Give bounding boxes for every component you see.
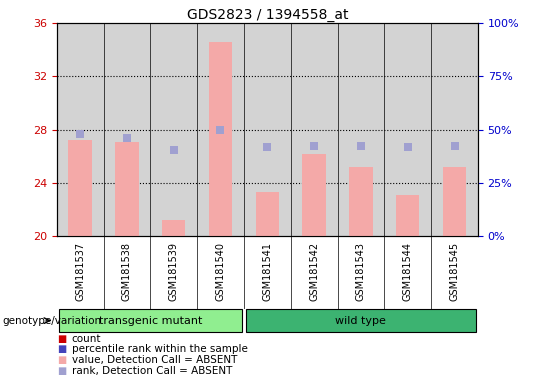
Text: genotype/variation: genotype/variation xyxy=(3,316,102,326)
Text: ■: ■ xyxy=(57,344,66,354)
Text: ■: ■ xyxy=(57,355,66,365)
Bar xyxy=(349,167,373,236)
Bar xyxy=(69,140,92,236)
Bar xyxy=(209,42,232,236)
Point xyxy=(216,127,225,133)
Text: GSM181539: GSM181539 xyxy=(168,242,179,301)
Bar xyxy=(59,309,241,332)
Point xyxy=(263,144,272,150)
Text: GSM181543: GSM181543 xyxy=(356,242,366,301)
Text: value, Detection Call = ABSENT: value, Detection Call = ABSENT xyxy=(72,355,237,365)
Bar xyxy=(162,220,185,236)
Point xyxy=(403,144,412,150)
Title: GDS2823 / 1394558_at: GDS2823 / 1394558_at xyxy=(186,8,348,22)
Text: GSM181542: GSM181542 xyxy=(309,242,319,301)
Point xyxy=(123,134,131,141)
Text: count: count xyxy=(72,334,102,344)
Bar xyxy=(302,154,326,236)
Point xyxy=(170,147,178,153)
Bar xyxy=(246,309,476,332)
Bar xyxy=(443,167,466,236)
Text: transgenic mutant: transgenic mutant xyxy=(99,316,202,326)
Bar xyxy=(115,142,139,236)
Text: GSM181541: GSM181541 xyxy=(262,242,272,301)
Point xyxy=(76,131,84,137)
Text: ■: ■ xyxy=(57,334,66,344)
Text: rank, Detection Call = ABSENT: rank, Detection Call = ABSENT xyxy=(72,366,232,376)
Point xyxy=(450,142,459,149)
Text: percentile rank within the sample: percentile rank within the sample xyxy=(72,344,248,354)
Text: GSM181537: GSM181537 xyxy=(75,242,85,301)
Bar xyxy=(396,195,420,236)
Point xyxy=(310,142,319,149)
Text: GSM181540: GSM181540 xyxy=(215,242,226,301)
Text: wild type: wild type xyxy=(335,316,386,326)
Point xyxy=(356,142,365,149)
Text: GSM181538: GSM181538 xyxy=(122,242,132,301)
Text: GSM181545: GSM181545 xyxy=(449,242,460,301)
Text: ■: ■ xyxy=(57,366,66,376)
Text: GSM181544: GSM181544 xyxy=(403,242,413,301)
Bar xyxy=(255,192,279,236)
